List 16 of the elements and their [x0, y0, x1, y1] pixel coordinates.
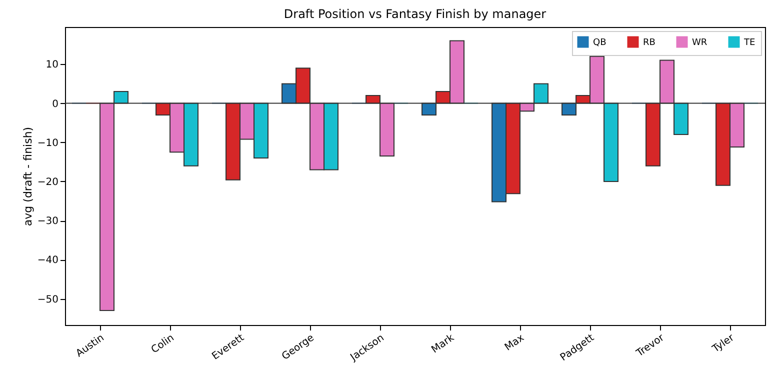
legend-label: QB — [593, 38, 606, 48]
x-tick-label: Colin — [150, 332, 176, 356]
x-tick-label: Max — [503, 332, 526, 354]
legend-label: RB — [643, 38, 656, 48]
y-tick-label: 10 — [46, 60, 58, 71]
y-tick-label: −30 — [37, 216, 58, 228]
x-tick-label: Tyler — [710, 332, 738, 356]
legend-label: TE — [743, 38, 756, 48]
legend-label: WR — [692, 38, 708, 48]
y-axis-title: avg (draft - finish) — [21, 126, 34, 226]
y-tick-label: −40 — [37, 255, 58, 266]
chart-title: Draft Position vs Fantasy Finish by manager — [284, 7, 546, 21]
y-tick-label: −50 — [37, 294, 58, 306]
y-tick-label: −20 — [37, 176, 58, 188]
y-tick-label: 0 — [52, 98, 58, 110]
y-tick-label: −10 — [37, 138, 58, 149]
